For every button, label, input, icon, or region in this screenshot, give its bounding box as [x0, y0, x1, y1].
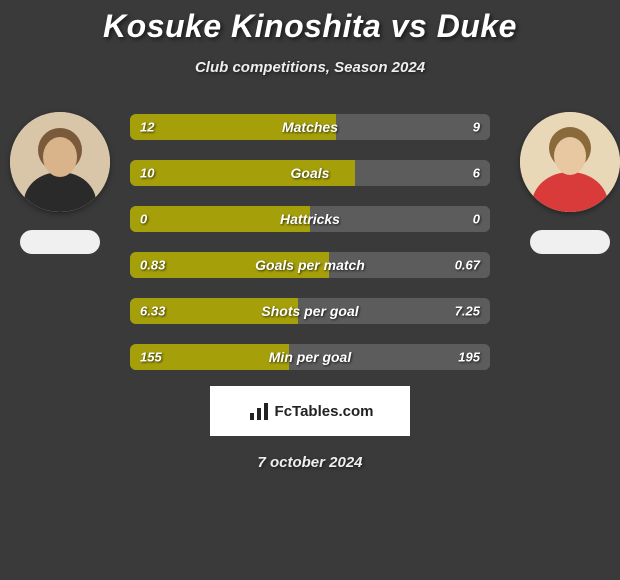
- chart-icon: [247, 399, 271, 423]
- stat-bar: Goals 10 6: [130, 160, 490, 186]
- stat-value-left: 10: [140, 166, 154, 181]
- stat-bar: Goals per match 0.83 0.67: [130, 252, 490, 278]
- page-title: Kosuke Kinoshita vs Duke: [0, 0, 620, 45]
- stat-bar-right-fill: [355, 160, 490, 186]
- stat-value-left: 12: [140, 120, 154, 135]
- stat-value-right: 7.25: [455, 304, 480, 319]
- stat-value-left: 0: [140, 212, 147, 227]
- stat-value-right: 6: [473, 166, 480, 181]
- stat-label: Min per goal: [269, 349, 351, 365]
- player-left-badge: [20, 230, 100, 254]
- stat-bar: Hattricks 0 0: [130, 206, 490, 232]
- stat-value-left: 6.33: [140, 304, 165, 319]
- player-right-badge: [530, 230, 610, 254]
- footer-banner[interactable]: FcTables.com: [210, 386, 410, 436]
- stat-label: Shots per goal: [261, 303, 358, 319]
- avatar-placeholder-icon: [520, 112, 620, 212]
- player-right-avatar: [520, 112, 620, 212]
- stat-value-right: 9: [473, 120, 480, 135]
- stat-bar-right-fill: [336, 114, 490, 140]
- player-left-avatar: [10, 112, 110, 212]
- stat-value-right: 0: [473, 212, 480, 227]
- stat-bar: Matches 12 9: [130, 114, 490, 140]
- footer-text: FcTables.com: [275, 403, 374, 420]
- stat-value-left: 155: [140, 350, 162, 365]
- player-left-column: [5, 112, 115, 254]
- stat-label: Hattricks: [280, 211, 340, 227]
- stat-value-right: 0.67: [455, 258, 480, 273]
- avatar-placeholder-icon: [10, 112, 110, 212]
- stat-label: Goals: [291, 165, 330, 181]
- stat-label: Matches: [282, 119, 338, 135]
- date-label: 7 october 2024: [0, 454, 620, 471]
- player-right-column: [515, 112, 620, 254]
- stat-label: Goals per match: [255, 257, 365, 273]
- stat-bar: Min per goal 155 195: [130, 344, 490, 370]
- stat-value-left: 0.83: [140, 258, 165, 273]
- stat-bar: Shots per goal 6.33 7.25: [130, 298, 490, 324]
- stat-value-right: 195: [458, 350, 480, 365]
- subtitle: Club competitions, Season 2024: [0, 59, 620, 76]
- comparison-panel: Matches 12 9 Goals 10 6 Hattricks 0 0 Goals per m…: [0, 112, 620, 471]
- stat-bars: Matches 12 9 Goals 10 6 Hattricks 0 0 Goals per m…: [130, 112, 490, 370]
